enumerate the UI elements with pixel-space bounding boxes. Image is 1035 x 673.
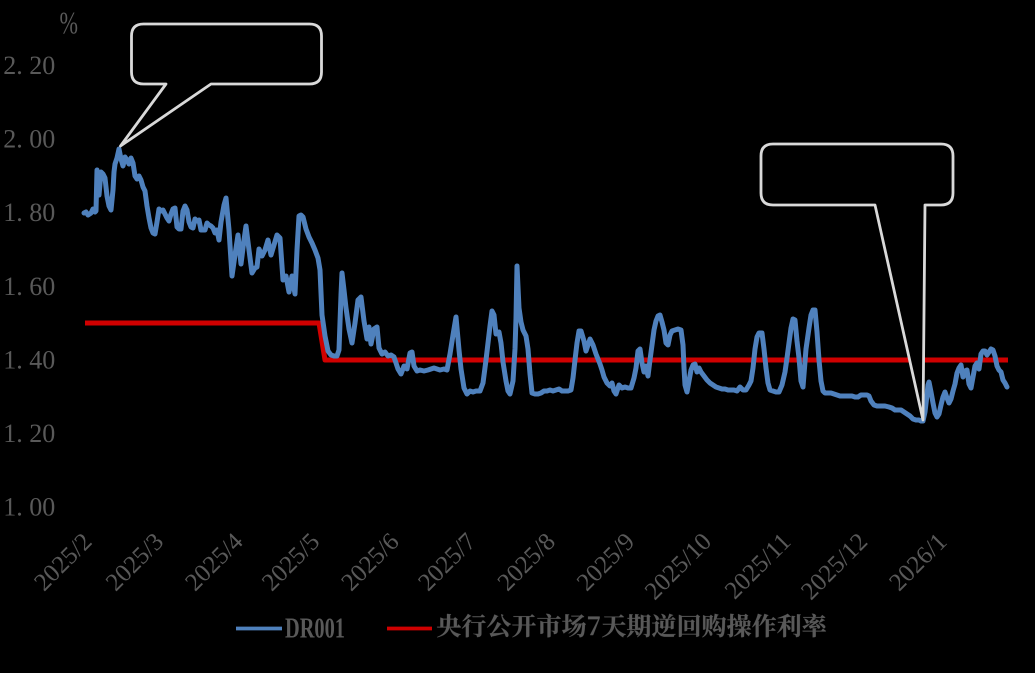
svg-text:DR001: DR001 bbox=[285, 614, 345, 645]
svg-text:2. 00: 2. 00 bbox=[3, 125, 55, 154]
svg-text:1. 00: 1. 00 bbox=[3, 493, 55, 522]
svg-text:1. 60: 1. 60 bbox=[3, 272, 55, 301]
svg-text:2. 20: 2. 20 bbox=[3, 51, 55, 80]
svg-text:%: % bbox=[60, 5, 79, 41]
svg-text:1. 40: 1. 40 bbox=[3, 346, 55, 375]
svg-text:1. 80: 1. 80 bbox=[3, 198, 55, 227]
svg-text:1. 20: 1. 20 bbox=[3, 419, 55, 448]
